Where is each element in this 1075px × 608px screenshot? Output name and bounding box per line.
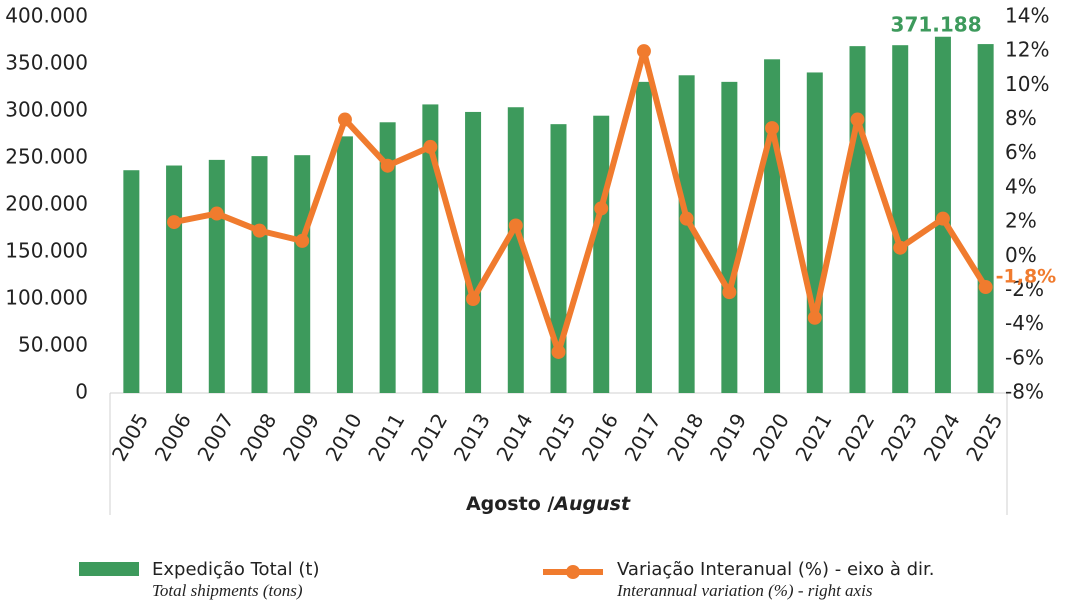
y-tick-label: 150.000 bbox=[5, 239, 88, 263]
y2-tick-label: 2% bbox=[1005, 209, 1037, 233]
x-tick-label: 2011 bbox=[363, 409, 409, 465]
y2-tick-label: 14% bbox=[1005, 4, 1049, 28]
data-label: 371.188 bbox=[891, 13, 982, 37]
legend-label: Expedição Total (t) bbox=[152, 559, 319, 580]
bar bbox=[379, 122, 396, 393]
line-point bbox=[380, 158, 395, 173]
bar bbox=[465, 111, 482, 393]
bar bbox=[166, 165, 183, 393]
bar bbox=[208, 159, 225, 393]
y-tick-label: 50.000 bbox=[18, 333, 88, 357]
bar bbox=[251, 156, 268, 393]
line bbox=[173, 48, 989, 355]
line-point bbox=[807, 310, 822, 325]
x-tick-label: 2022 bbox=[833, 409, 879, 465]
line-point bbox=[594, 201, 609, 216]
bar bbox=[892, 45, 909, 393]
bar bbox=[635, 81, 652, 394]
line-point bbox=[508, 218, 523, 233]
x-tick-label: 2013 bbox=[449, 409, 495, 465]
line-point bbox=[423, 139, 438, 154]
x-tick-label: 2007 bbox=[192, 409, 238, 465]
bar bbox=[764, 59, 781, 394]
x-tick-label: 2008 bbox=[235, 409, 281, 465]
y-tick-label: 100.000 bbox=[5, 286, 88, 310]
line-point bbox=[893, 240, 908, 255]
x-tick-label: 2010 bbox=[321, 409, 367, 465]
y-tick-label: 200.000 bbox=[5, 192, 88, 216]
x-tick-label: 2019 bbox=[705, 409, 751, 465]
bar bbox=[294, 155, 311, 393]
x-tick-label: 2025 bbox=[961, 409, 1007, 465]
data-label: -1,8% bbox=[996, 266, 1057, 288]
x-title-pt: Agosto / bbox=[466, 493, 554, 515]
y2-tick-label: 0% bbox=[1005, 243, 1037, 267]
line-point bbox=[252, 223, 267, 238]
x-tick-label: 2005 bbox=[107, 409, 153, 465]
x-tick-label: 2015 bbox=[534, 409, 580, 465]
bar bbox=[849, 46, 866, 393]
bar bbox=[550, 124, 567, 393]
line-point bbox=[209, 206, 224, 221]
legend-swatch-bar bbox=[79, 562, 139, 576]
line-point bbox=[337, 112, 352, 127]
legend-label-en: Total shipments (tons) bbox=[152, 581, 303, 600]
y2-tick-label: 8% bbox=[1005, 106, 1037, 130]
line-point bbox=[935, 211, 950, 226]
legend-swatch-dot bbox=[566, 565, 580, 579]
x-axis-title: Agosto /August bbox=[466, 493, 631, 515]
bar bbox=[123, 170, 140, 393]
line-point bbox=[765, 121, 780, 136]
bar bbox=[721, 81, 738, 394]
legend-label: Variação Interanual (%) - eixo à dir. bbox=[617, 559, 935, 580]
bar bbox=[977, 44, 994, 393]
x-tick-label: 2020 bbox=[748, 409, 794, 465]
y-tick-label: 350.000 bbox=[5, 51, 88, 75]
x-tick-label: 2006 bbox=[150, 409, 196, 465]
line-point bbox=[850, 112, 865, 127]
x-title-en: August bbox=[552, 493, 631, 515]
line-point bbox=[978, 280, 993, 295]
line-point bbox=[167, 215, 182, 230]
y2-tick-label: -2% bbox=[1005, 277, 1044, 301]
y-tick-label: 250.000 bbox=[5, 145, 88, 169]
y2-tick-label: -6% bbox=[1005, 345, 1044, 369]
y2-tick-label: -8% bbox=[1005, 380, 1044, 404]
line-point bbox=[679, 211, 694, 226]
line-point bbox=[466, 292, 481, 306]
line-point bbox=[295, 233, 310, 248]
x-tick-label: 2024 bbox=[919, 409, 965, 465]
bar bbox=[806, 72, 823, 394]
x-tick-label: 2012 bbox=[406, 409, 452, 465]
y2-tick-label: -4% bbox=[1005, 311, 1044, 335]
y2-tick-label: 12% bbox=[1005, 38, 1049, 62]
y2-tick-label: 6% bbox=[1005, 140, 1037, 164]
y2-tick-label: 4% bbox=[1005, 174, 1037, 198]
y-tick-label: 400.000 bbox=[5, 4, 88, 28]
y-tick-label: 0 bbox=[75, 380, 88, 404]
x-tick-label: 2009 bbox=[278, 409, 324, 465]
x-tick-label: 2018 bbox=[662, 409, 708, 465]
x-tick-label: 2017 bbox=[620, 409, 666, 465]
x-tick-label: 2021 bbox=[790, 409, 836, 465]
x-tick-label: 2023 bbox=[876, 409, 922, 465]
line-point bbox=[551, 344, 566, 359]
x-tick-label: 2016 bbox=[577, 409, 623, 465]
legend-label-en: Interannual variation (%) - right axis bbox=[616, 581, 873, 600]
bar bbox=[336, 136, 353, 393]
bar bbox=[593, 115, 610, 393]
bar bbox=[507, 107, 524, 394]
line-point bbox=[636, 44, 651, 59]
x-tick-label: 2014 bbox=[491, 409, 537, 465]
y2-tick-label: 10% bbox=[1005, 72, 1049, 96]
line-point bbox=[722, 285, 737, 300]
y-tick-label: 300.000 bbox=[5, 98, 88, 122]
bar bbox=[678, 75, 695, 393]
bar bbox=[422, 104, 439, 394]
